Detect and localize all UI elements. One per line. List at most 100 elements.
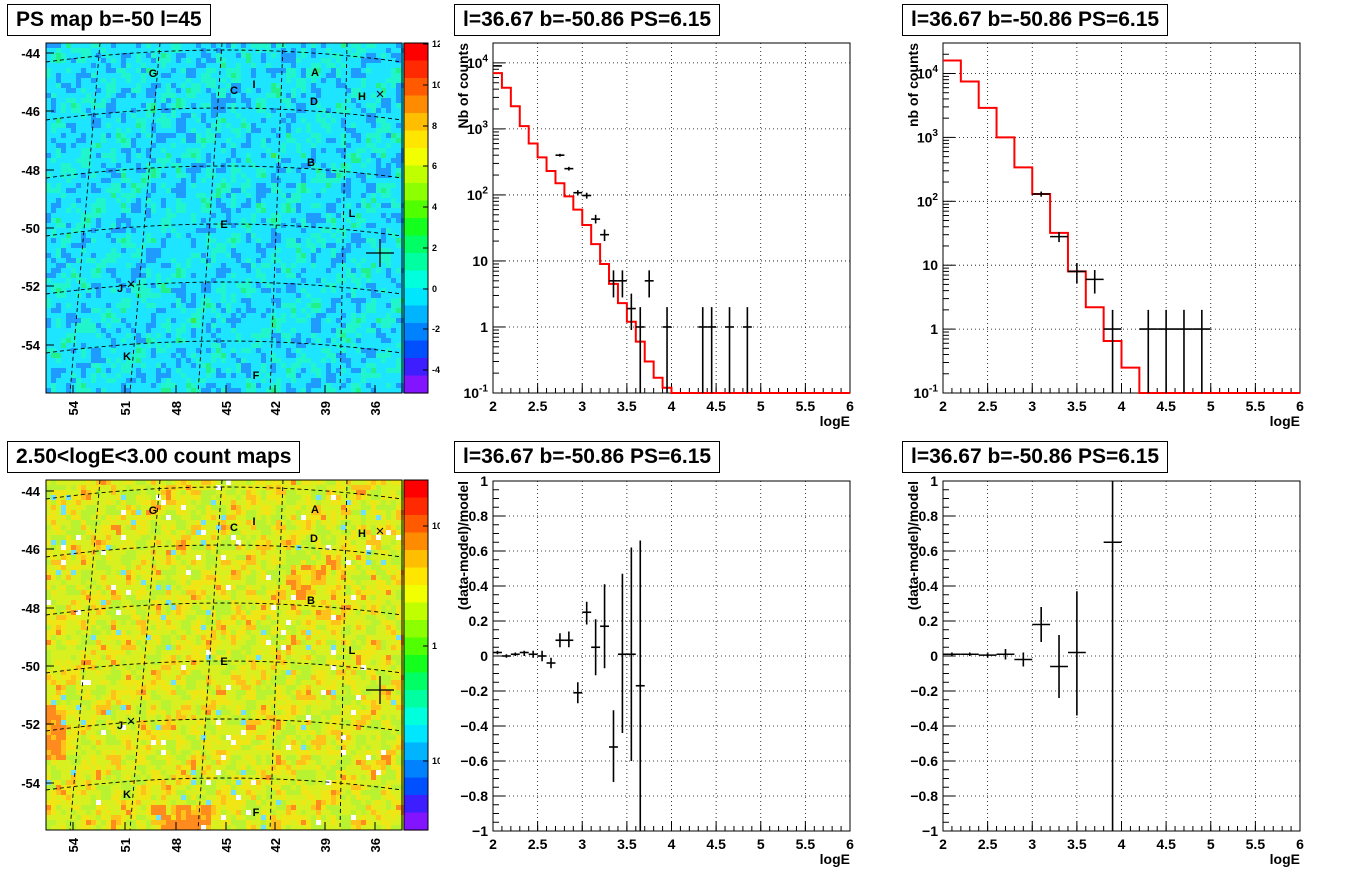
- y-axis-label: nb of counts: [905, 43, 921, 127]
- source-label: L: [349, 645, 356, 657]
- y-tick-label: −0.8: [910, 788, 938, 804]
- y-tick-label: 1: [930, 321, 938, 337]
- colorbar-segment: [404, 271, 428, 289]
- y-tick-label: 10-1: [463, 384, 488, 401]
- map-y-tick-label: -54: [21, 338, 41, 353]
- y-tick-label: −0.4: [910, 718, 938, 734]
- source-label: D: [310, 533, 318, 545]
- colorbar-segment: [404, 550, 428, 568]
- y-tick-label: 0: [930, 648, 938, 664]
- x-tick-label: 4.5: [706, 836, 726, 852]
- y-tick-label: 0.2: [919, 613, 939, 629]
- x-axis-label: logE: [820, 851, 850, 867]
- colorbar-segment: [404, 288, 428, 306]
- y-tick-label: 0.8: [469, 508, 489, 524]
- map-y-tick-label: -48: [21, 163, 40, 178]
- source-label: J: [117, 720, 123, 732]
- colorbar-segment: [404, 131, 428, 149]
- source-label: E: [220, 219, 227, 231]
- colorbar-tick-label: 4: [432, 202, 437, 212]
- colorbar-segment: [404, 743, 428, 761]
- y-tick-label: −1: [472, 823, 488, 839]
- map-x-tick-label: 48: [169, 401, 184, 415]
- source-label: A: [311, 67, 319, 79]
- source-label: K: [123, 789, 131, 801]
- x-tick-label: 6: [1296, 398, 1304, 414]
- colorbar-segment: [404, 813, 428, 831]
- x-tick-label: 4: [668, 836, 676, 852]
- x-tick-label: 3: [578, 398, 586, 414]
- colorbar-segment: [404, 166, 428, 184]
- colorbar-segment: [404, 78, 428, 96]
- map-y-tick-label: -44: [21, 46, 41, 61]
- x-tick-label: 4: [668, 398, 676, 414]
- colorbar-tick-label: 1: [432, 641, 437, 651]
- source-label: C: [230, 85, 238, 97]
- source-label: E: [220, 656, 227, 668]
- source-label: J: [117, 283, 123, 295]
- map-x-tick-label: 42: [268, 838, 283, 852]
- source-label: I: [252, 516, 255, 528]
- source-label: H: [358, 91, 366, 103]
- map-x-tick-label: 45: [219, 401, 234, 415]
- source-label: H: [358, 528, 366, 540]
- source-label: A: [311, 504, 319, 516]
- x-axis-label: logE: [820, 413, 850, 429]
- colorbar-segment: [404, 113, 428, 131]
- x-tick-label: 5.5: [796, 836, 816, 852]
- colorbar-tick-label: 10: [432, 80, 440, 90]
- ps-map-title: PS map b=-50 l=45: [7, 4, 211, 36]
- source-label: F: [253, 807, 260, 819]
- x-axis-label: logE: [1270, 851, 1300, 867]
- y-tick-label: 10: [922, 257, 938, 273]
- map-y-tick-label: -52: [21, 279, 40, 294]
- y-tick-label: 1: [930, 473, 938, 489]
- x-tick-label: 6: [846, 398, 854, 414]
- y-tick-label: 102: [917, 192, 939, 209]
- map-x-tick-label: 54: [66, 837, 81, 852]
- x-tick-label: 2: [939, 398, 947, 414]
- colorbar-segment: [404, 480, 428, 498]
- count-map-title: 2.50<logE<3.00 count maps: [7, 441, 300, 473]
- y-tick-label: −0.4: [460, 718, 488, 734]
- map-x-tick-label: 54: [66, 400, 81, 415]
- y-tick-label: −0.2: [910, 683, 938, 699]
- source-label: D: [310, 96, 318, 108]
- x-tick-label: 5.5: [796, 398, 816, 414]
- x-tick-label: 3.5: [617, 398, 637, 414]
- x-tick-label: 6: [846, 836, 854, 852]
- colorbar-segment: [404, 61, 428, 79]
- colorbar-segment: [404, 498, 428, 516]
- colorbar-segment: [404, 778, 428, 796]
- map-x-tick-label: 39: [318, 401, 333, 415]
- x-tick-label: 4: [1118, 836, 1126, 852]
- map-x-tick-label: 42: [268, 401, 283, 415]
- y-tick-label: 102: [467, 186, 489, 203]
- data-point: [493, 65, 502, 66]
- x-tick-label: 5: [1207, 836, 1215, 852]
- colorbar-segment: [404, 358, 428, 376]
- y-axis-label: (data-model)/model: [455, 481, 471, 610]
- x-axis-label: logE: [1270, 413, 1300, 429]
- colorbar-segment: [404, 620, 428, 638]
- colorbar-segment: [404, 638, 428, 656]
- x-tick-label: 6: [1296, 836, 1304, 852]
- colorbar-tick-label: 12: [432, 39, 440, 49]
- y-tick-label: 1: [480, 473, 488, 489]
- x-tick-label: 4: [1118, 398, 1126, 414]
- source-label: I: [252, 79, 255, 91]
- colorbar-segment: [404, 236, 428, 254]
- colorbar-tick-label: 2: [432, 243, 437, 253]
- colorbar-segment: [404, 43, 428, 61]
- y-tick-label: −1: [922, 823, 938, 839]
- x-tick-label: 5: [1207, 398, 1215, 414]
- colorbar-tick-label: 0: [432, 284, 437, 294]
- source-label: G: [149, 505, 158, 517]
- x-tick-label: 5.5: [1246, 836, 1266, 852]
